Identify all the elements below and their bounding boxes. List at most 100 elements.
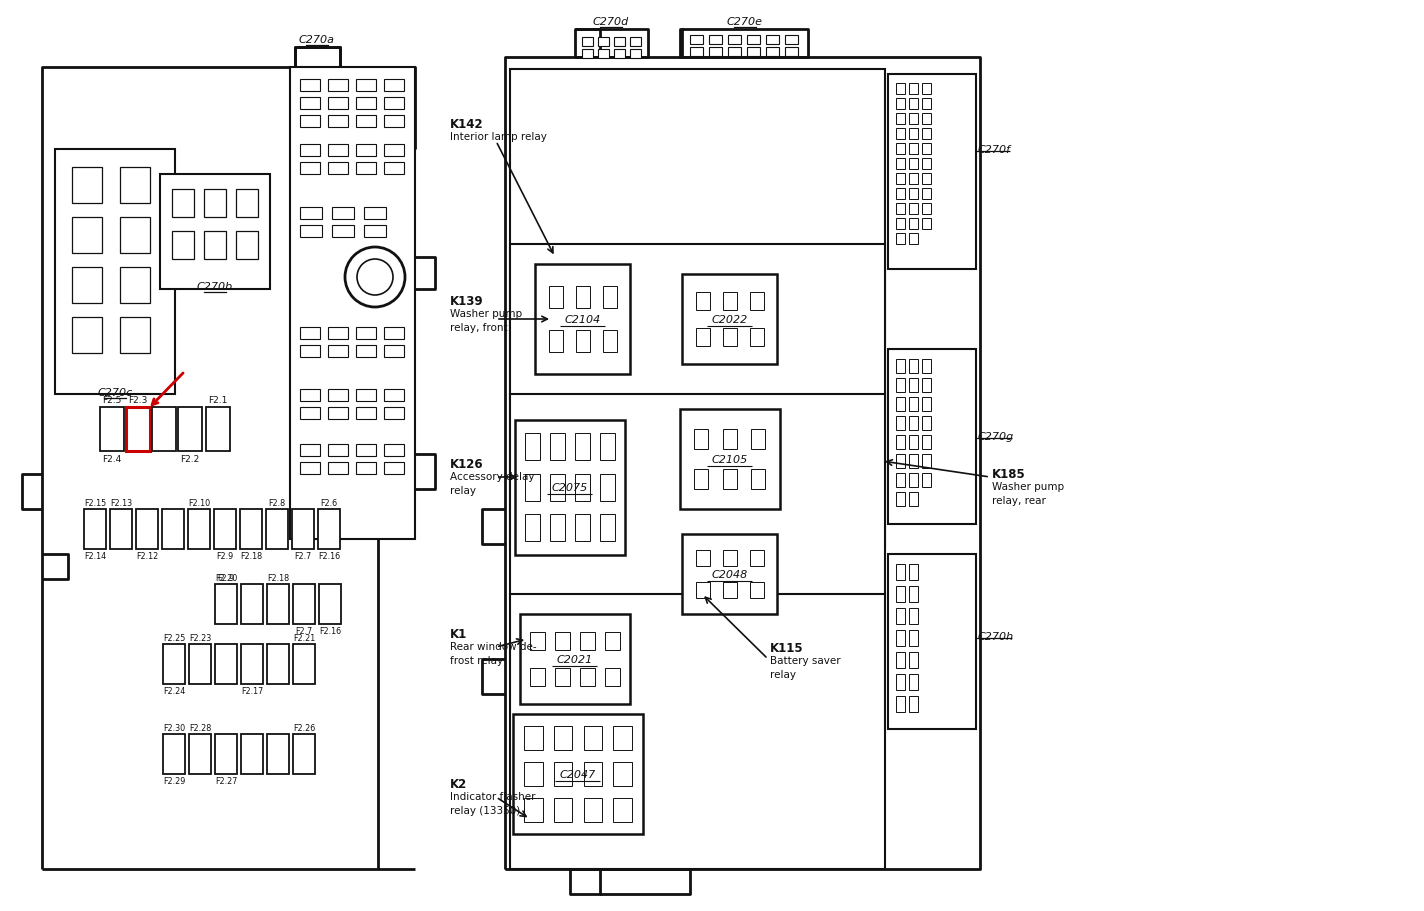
Bar	[268, 584, 289, 624]
Bar	[896, 493, 906, 507]
Bar	[896, 114, 906, 125]
Text: frost relay: frost relay	[450, 655, 503, 665]
Bar	[909, 435, 918, 449]
Text: F2.28: F2.28	[189, 723, 211, 732]
Text: F2.8: F2.8	[269, 498, 286, 507]
Bar	[896, 99, 906, 110]
Bar	[56, 149, 175, 394]
Bar	[584, 798, 602, 822]
Bar	[300, 80, 320, 92]
Text: F2.30: F2.30	[162, 723, 185, 732]
Bar	[356, 390, 376, 402]
Bar	[204, 231, 226, 260]
Bar	[510, 245, 884, 400]
Bar	[921, 379, 931, 393]
Bar	[889, 75, 975, 270]
Text: C2048: C2048	[712, 569, 748, 579]
Bar	[682, 535, 778, 614]
Text: F2.25: F2.25	[162, 633, 185, 642]
Bar	[328, 80, 347, 92]
Bar	[204, 189, 226, 218]
Bar	[300, 208, 322, 220]
Text: Interior lamp relay: Interior lamp relay	[450, 132, 547, 142]
Bar	[600, 474, 615, 501]
Text: F2.2: F2.2	[181, 455, 199, 464]
Text: C2021: C2021	[557, 654, 594, 664]
Bar	[896, 455, 906, 468]
Bar	[580, 632, 595, 650]
Bar	[584, 763, 602, 786]
Bar	[215, 644, 236, 684]
Bar	[921, 435, 931, 449]
Bar	[750, 582, 763, 599]
Bar	[266, 509, 288, 549]
Text: F2.29: F2.29	[162, 776, 185, 785]
Bar	[328, 328, 347, 340]
Bar	[524, 434, 540, 460]
Text: C2075: C2075	[553, 483, 588, 493]
Bar	[909, 565, 918, 580]
Text: C270b: C270b	[197, 281, 234, 292]
Text: K185: K185	[993, 467, 1025, 480]
Bar	[896, 652, 906, 669]
Bar	[896, 435, 906, 449]
Text: F2.10: F2.10	[188, 498, 211, 507]
Text: K139: K139	[450, 294, 484, 308]
Bar	[614, 798, 632, 822]
Text: F2.12: F2.12	[135, 551, 158, 560]
Text: relay, rear: relay, rear	[993, 496, 1045, 506]
Bar	[73, 168, 103, 204]
Bar	[110, 509, 132, 549]
Bar	[909, 674, 918, 691]
Bar	[300, 226, 322, 238]
Bar	[896, 204, 906, 215]
Text: Indicator flasher: Indicator flasher	[450, 791, 535, 801]
Bar	[600, 434, 615, 460]
Bar	[524, 763, 543, 786]
Bar	[159, 175, 271, 290]
Bar	[356, 328, 376, 340]
Bar	[584, 726, 602, 750]
Text: K115: K115	[770, 641, 803, 654]
Bar	[554, 726, 572, 750]
Bar	[293, 644, 315, 684]
Bar	[524, 474, 540, 501]
Bar	[356, 445, 376, 456]
Bar	[921, 455, 931, 468]
Text: F2.4: F2.4	[103, 455, 121, 464]
Bar	[356, 463, 376, 475]
Bar	[73, 218, 103, 254]
Bar	[365, 226, 386, 238]
Bar	[921, 128, 931, 140]
Bar	[214, 509, 236, 549]
Bar	[535, 265, 631, 374]
Bar	[723, 550, 736, 567]
Bar	[513, 714, 644, 834]
Bar	[580, 669, 595, 686]
Bar	[785, 36, 797, 45]
Bar	[896, 696, 906, 712]
Text: K126: K126	[450, 457, 484, 470]
Bar	[268, 734, 289, 774]
Bar	[682, 275, 778, 364]
Bar	[748, 48, 760, 56]
Bar	[896, 219, 906, 230]
Bar	[889, 555, 975, 729]
Bar	[332, 208, 355, 220]
Bar	[600, 515, 615, 541]
Text: F2.9: F2.9	[216, 551, 234, 560]
Text: F2.7: F2.7	[295, 627, 313, 635]
Bar	[73, 268, 103, 303]
Bar	[328, 345, 347, 358]
Bar	[125, 407, 150, 452]
Bar	[909, 696, 918, 712]
Bar	[752, 469, 766, 489]
Bar	[909, 99, 918, 110]
Text: F2.20: F2.20	[215, 573, 238, 582]
Bar	[162, 644, 185, 684]
Bar	[300, 145, 320, 157]
Text: F2.26: F2.26	[293, 723, 315, 732]
Bar	[921, 219, 931, 230]
Text: C2022: C2022	[712, 314, 748, 324]
Bar	[921, 159, 931, 169]
